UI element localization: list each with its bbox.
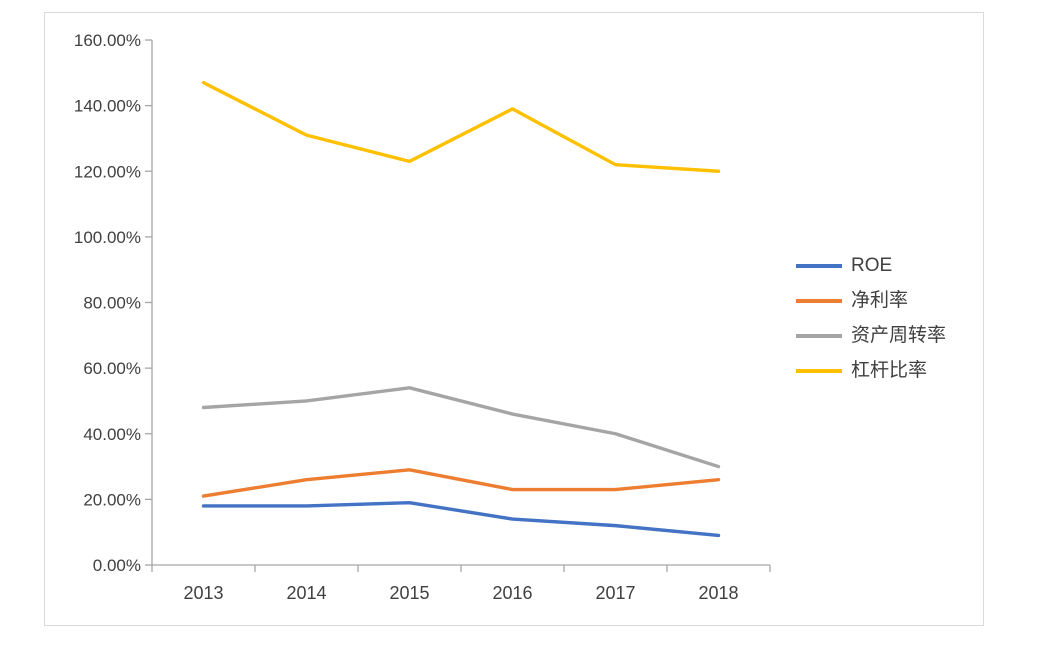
series-line-ROE: [201, 500, 721, 538]
x-tick-label: 2018: [698, 583, 738, 603]
legend-label: 资产周转率: [851, 325, 947, 346]
series-line-杠杆比率: [201, 80, 721, 173]
legend-swatch-icon: [796, 298, 842, 303]
y-tick-label: 80.00%: [83, 294, 141, 313]
x-tick-label: 2014: [286, 583, 326, 603]
y-tick-label: 40.00%: [83, 425, 141, 444]
x-tick-label: 2015: [389, 583, 429, 603]
x-tick-label: 2017: [595, 583, 635, 603]
legend-item-杠杆比率: 杠杆比率: [796, 353, 946, 388]
chart-legend: ROE 净利率资产周转率杠杆比率: [796, 248, 946, 388]
legend-swatch-icon: [796, 263, 842, 268]
legend-swatch-icon: [796, 333, 842, 338]
y-tick-label: 20.00%: [83, 490, 141, 509]
legend-swatch-icon: [796, 368, 842, 373]
legend-item-净利率: 净利率: [796, 283, 946, 318]
y-tick-label: 0.00%: [93, 556, 141, 575]
legend-label: ROE: [851, 255, 893, 276]
legend-label: 杠杆比率: [851, 360, 928, 381]
x-tick-label: 2016: [492, 583, 532, 603]
legend-item-资产周转率: 资产周转率: [796, 318, 946, 353]
y-tick-label: 60.00%: [83, 359, 141, 378]
chart-frame-border: [44, 12, 984, 626]
y-tick-label: 120.00%: [74, 162, 141, 181]
legend-item-ROE: ROE: [796, 248, 946, 283]
series-line-净利率: [201, 468, 721, 498]
legend-label: 净利率: [851, 290, 909, 311]
x-tick-label: 2013: [183, 583, 223, 603]
y-tick-label: 160.00%: [74, 31, 141, 50]
y-tick-label: 140.00%: [74, 97, 141, 116]
series-line-资产周转率: [201, 386, 721, 469]
y-tick-label: 100.00%: [74, 228, 141, 247]
